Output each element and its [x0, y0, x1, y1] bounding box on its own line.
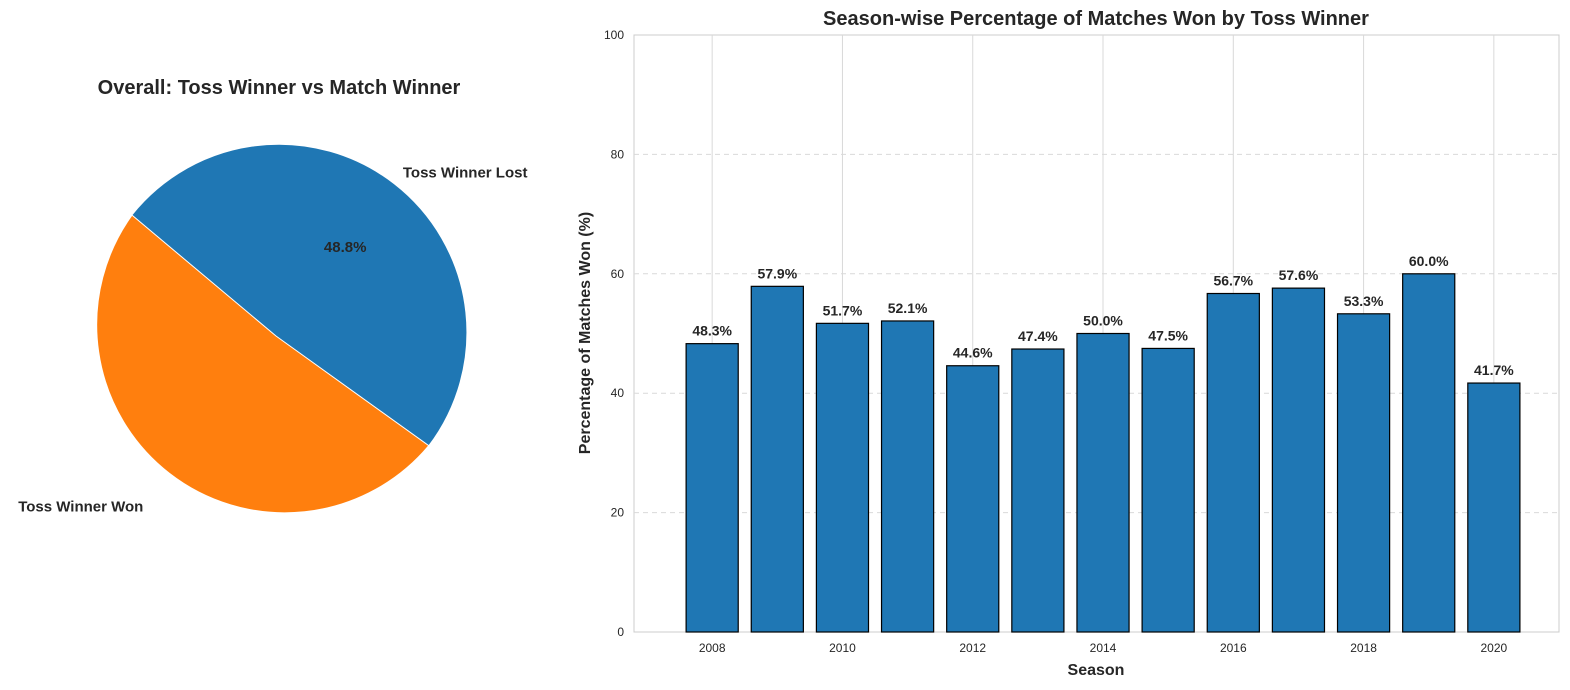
x-tick-label: 2008	[699, 641, 726, 655]
bar-value-label: 57.9%	[757, 265, 797, 281]
bar	[1336, 313, 1391, 633]
y-tick-label: 80	[611, 147, 625, 161]
bar	[685, 343, 739, 633]
bar	[1271, 287, 1326, 633]
bar	[1011, 348, 1065, 633]
bar-value-label: 60.0%	[1409, 253, 1449, 269]
bar-title: Season-wise Percentage of Matches Won by…	[823, 8, 1369, 30]
y-tick-label: 60	[611, 267, 625, 281]
pie-chart: Overall: Toss Winner vs Match Winner 51.…	[18, 77, 527, 516]
bar-value-label: 41.7%	[1474, 362, 1514, 378]
bar	[750, 285, 804, 633]
bar-chart: Season-wise Percentage of Matches Won by…	[577, 8, 1560, 679]
bar-value-label: 48.3%	[692, 323, 732, 339]
x-tick-label: 2016	[1220, 641, 1247, 655]
bar	[1402, 273, 1456, 633]
bar-value-label: 56.7%	[1213, 273, 1253, 289]
bar	[1206, 292, 1260, 633]
x-tick-label: 2014	[1090, 641, 1117, 655]
bar-value-label: 51.7%	[823, 302, 863, 318]
bar-value-label: 57.6%	[1279, 267, 1319, 283]
bar	[1076, 332, 1130, 633]
pie-slice-label: Toss Winner Lost	[403, 165, 528, 182]
pie-title: Overall: Toss Winner vs Match Winner	[98, 77, 461, 99]
bar-value-label: 53.3%	[1344, 293, 1384, 309]
y-tick-label: 100	[604, 28, 624, 42]
bar-value-label: 50.0%	[1083, 313, 1123, 329]
bar	[815, 322, 870, 633]
x-tick-label: 2020	[1481, 641, 1508, 655]
pie-percent-label: 48.8%	[324, 239, 367, 256]
bar	[880, 320, 935, 633]
bar	[1141, 347, 1195, 633]
bar-value-label: 44.6%	[953, 345, 993, 361]
y-tick-label: 0	[617, 625, 624, 639]
bar	[946, 365, 1000, 633]
pie-slice	[125, 143, 468, 454]
y-axis-label: Percentage of Matches Won (%)	[577, 212, 594, 454]
x-tick-label: 2012	[959, 641, 986, 655]
y-tick-label: 20	[611, 506, 625, 520]
pie-slice	[96, 214, 430, 514]
y-tick-label: 40	[611, 386, 625, 400]
x-tick-label: 2018	[1350, 641, 1377, 655]
bar-value-label: 52.1%	[888, 300, 928, 316]
bar-value-label: 47.5%	[1148, 327, 1188, 343]
pie-slice-label: Toss Winner Won	[18, 499, 143, 516]
x-axis-label: Season	[1068, 662, 1125, 679]
bar	[1467, 382, 1521, 633]
bar-value-label: 47.4%	[1018, 328, 1058, 344]
x-tick-label: 2010	[829, 641, 856, 655]
